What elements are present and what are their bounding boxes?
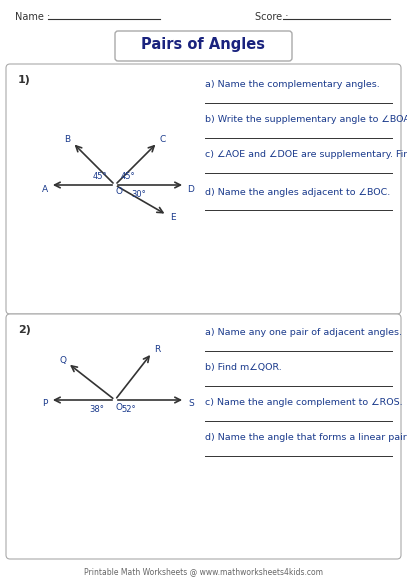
FancyBboxPatch shape: [6, 314, 401, 559]
Text: R: R: [154, 345, 160, 354]
Text: C: C: [159, 135, 166, 144]
Text: Q: Q: [59, 355, 66, 365]
Text: S: S: [188, 399, 194, 409]
FancyBboxPatch shape: [6, 64, 401, 314]
Text: d) Name the angle that forms a linear pair with ∠POQ.: d) Name the angle that forms a linear pa…: [205, 433, 407, 442]
Text: B: B: [65, 135, 71, 144]
Text: c) ∠AOE and ∠DOE are supplementary. Find m∠AOE.: c) ∠AOE and ∠DOE are supplementary. Find…: [205, 150, 407, 159]
Text: 2): 2): [18, 325, 31, 335]
Text: a) Name the complementary angles.: a) Name the complementary angles.: [205, 80, 380, 89]
Text: b) Find m∠QOR.: b) Find m∠QOR.: [205, 363, 282, 372]
Text: Printable Math Worksheets @ www.mathworksheets4kids.com: Printable Math Worksheets @ www.mathwork…: [83, 567, 322, 576]
Text: 1): 1): [18, 75, 31, 85]
Text: 45°: 45°: [93, 172, 107, 181]
Text: a) Name any one pair of adjacent angles.: a) Name any one pair of adjacent angles.: [205, 328, 402, 337]
Text: A: A: [42, 184, 48, 194]
Text: 38°: 38°: [89, 405, 104, 414]
Text: 52°: 52°: [121, 405, 136, 414]
Text: Name :: Name :: [15, 12, 50, 22]
Text: Score :: Score :: [255, 12, 289, 22]
Text: O: O: [116, 402, 123, 412]
Text: P: P: [42, 399, 48, 409]
FancyBboxPatch shape: [115, 31, 292, 61]
Text: E: E: [170, 213, 176, 221]
Text: O: O: [116, 187, 123, 197]
Text: Pairs of Angles: Pairs of Angles: [141, 36, 265, 51]
Text: b) Write the supplementary angle to ∠BOA.: b) Write the supplementary angle to ∠BOA…: [205, 115, 407, 124]
Text: d) Name the angles adjacent to ∠BOC.: d) Name the angles adjacent to ∠BOC.: [205, 188, 390, 197]
Text: 45°: 45°: [121, 172, 136, 181]
Text: 30°: 30°: [131, 190, 146, 199]
Text: D: D: [188, 184, 195, 194]
Text: c) Name the angle complement to ∠ROS.: c) Name the angle complement to ∠ROS.: [205, 398, 403, 407]
